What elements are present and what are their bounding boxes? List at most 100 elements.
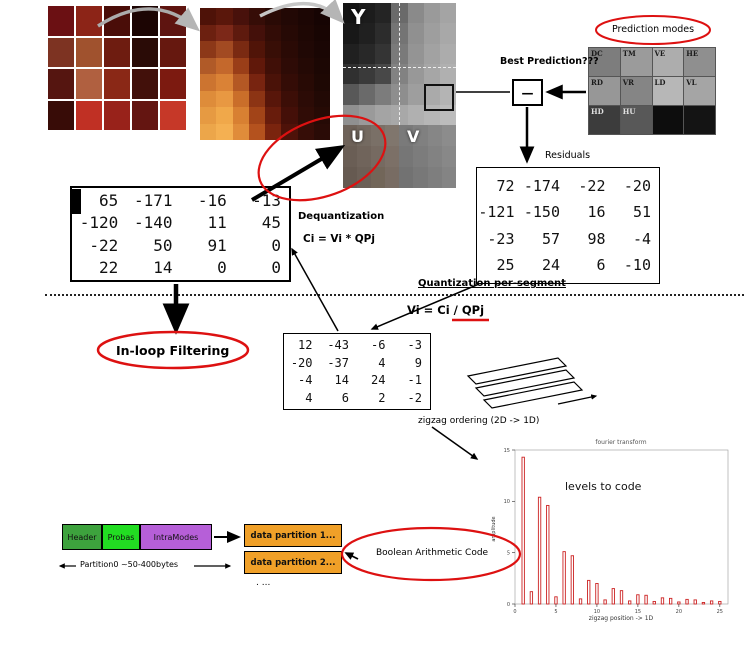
matrix-cell: 2 <box>378 391 386 406</box>
y-split-line-v <box>399 3 400 125</box>
pixel-cell <box>76 69 102 99</box>
chart-element <box>628 600 632 605</box>
residuals-label: Residuals <box>545 150 591 161</box>
chart-element <box>521 456 525 605</box>
pixel-cell <box>375 104 392 125</box>
pixel-cell <box>313 74 330 91</box>
prediction-mode-label: HD <box>591 107 604 116</box>
pixel-cell <box>423 64 440 85</box>
matrix-cell: -4 <box>298 373 313 388</box>
matrix-cell: 6 <box>341 391 349 406</box>
dc-coefficient-marker <box>72 189 81 214</box>
pixel-cell <box>343 146 357 167</box>
chart-element <box>611 588 615 605</box>
pixel-cell <box>281 74 298 91</box>
chart-element: 5 <box>507 550 510 556</box>
pixel-cell <box>248 74 265 91</box>
matrix-cell: -43 <box>327 337 349 352</box>
quantized-matrix: 12 -43 -6 -3 -20 -37 4 9 -4 14 24 -1 4 6 2 -2 <box>283 333 431 410</box>
predictor-subtract-box: — <box>512 79 543 106</box>
pixel-cell <box>343 104 360 125</box>
pixel-cell <box>232 57 249 74</box>
pixel-cell <box>441 125 456 146</box>
pixel-cell <box>313 41 330 58</box>
pixel-cell <box>248 107 265 124</box>
prediction-mode-label: VR <box>622 78 634 87</box>
pixel-cell <box>265 41 282 58</box>
data-partition-1-box: data partition 1... <box>244 524 342 547</box>
pixel-cell <box>232 74 249 91</box>
chart-element <box>619 590 624 605</box>
pixel-cell <box>132 100 158 130</box>
prediction-modes-grid: DC TM VE HE RD VR LD VL HD HU <box>588 47 716 135</box>
zigzag-ribbon <box>466 357 584 409</box>
arrow-zigzag-to-chart <box>431 426 479 460</box>
chart-element <box>669 597 673 605</box>
pixel-cell <box>200 24 217 41</box>
pixel-cell <box>297 107 314 124</box>
prediction-mode-cell: TM <box>620 48 652 76</box>
matrix-cell: 51 <box>632 203 651 222</box>
matrix-cell: 16 <box>587 203 606 222</box>
pixel-cell <box>427 146 442 167</box>
prediction-mode-label: HE <box>686 49 699 58</box>
chart-element: 10 <box>504 499 510 505</box>
data-partition-1-label: data partition 1... <box>250 530 336 541</box>
pixel-cell <box>232 107 249 124</box>
pixel-cell <box>359 43 376 64</box>
chart-xlabel: zigzag position -> 1D <box>589 615 654 622</box>
pixel-cell <box>357 167 371 188</box>
pixel-cell <box>132 37 158 67</box>
prediction-mode-label: LD <box>654 78 666 87</box>
pixel-cell <box>427 167 442 188</box>
chart-bars: 0 5 10 15 20 25 0 5 10 15 <box>504 448 729 615</box>
pixel-cell <box>399 125 414 146</box>
prediction-mode-cell: HU <box>620 106 652 134</box>
prediction-mode-label: RD <box>591 78 603 87</box>
yuv-block: Y U V <box>343 3 456 188</box>
pixel-cell <box>160 100 186 130</box>
matrix-cell: -174 <box>523 176 560 195</box>
matrix-cell: -20 <box>290 355 313 370</box>
pixel-cell <box>371 125 385 146</box>
pixel-cell <box>200 107 217 124</box>
pixel-cell <box>265 74 282 91</box>
pixel-cell <box>297 41 314 58</box>
chart-element: 20 <box>676 609 682 615</box>
pixel-cell <box>313 8 330 25</box>
intramodes-box: IntraModes <box>140 524 212 550</box>
matrix-cell: 24 <box>541 256 560 275</box>
prediction-mode-label: VE <box>654 49 666 58</box>
pixel-cell <box>423 84 440 105</box>
prediction-mode-cell: DC <box>589 48 620 76</box>
matrix-cell: 22 <box>98 257 119 277</box>
pixel-cell <box>200 90 217 107</box>
pixel-cell <box>385 125 399 146</box>
chart-element <box>718 600 722 605</box>
prediction-mode-cell: VL <box>684 77 715 105</box>
pixel-cell <box>281 123 298 140</box>
pixel-cell <box>265 57 282 74</box>
pixel-cell <box>439 3 456 24</box>
matrix-cell: 45 <box>261 213 281 233</box>
matrix-cell: -16 <box>197 191 227 211</box>
pixel-cell <box>343 23 360 44</box>
pixel-cell <box>232 90 249 107</box>
pixel-cell <box>375 64 392 85</box>
pixel-cell <box>48 100 74 130</box>
pixel-cell <box>281 90 298 107</box>
pixel-cell <box>297 57 314 74</box>
pixel-cell <box>359 104 376 125</box>
chart-element <box>644 594 648 605</box>
pixel-cell <box>216 123 233 140</box>
pixel-cell <box>48 69 74 99</box>
chart-element <box>709 600 714 605</box>
chart-inner-label: levels to code <box>565 480 642 493</box>
pixel-cell <box>232 41 249 58</box>
chart-element <box>562 551 566 605</box>
pixel-cell <box>297 74 314 91</box>
pixel-cell <box>407 23 424 44</box>
pixel-cell <box>423 43 440 64</box>
u-plane-label: U <box>351 127 364 146</box>
